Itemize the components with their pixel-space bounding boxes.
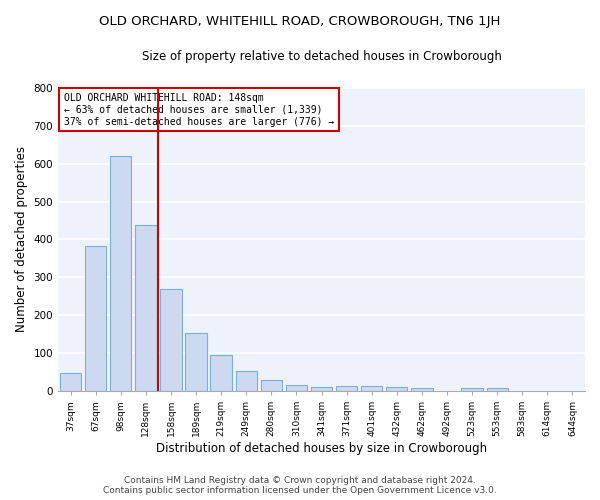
Bar [185, 333, 207, 391]
Text: OLD ORCHARD, WHITEHILL ROAD, CROWBOROUGH, TN6 1JH: OLD ORCHARD, WHITEHILL ROAD, CROWBOROUGH… [100, 15, 500, 28]
Bar [286, 386, 307, 391]
Bar [461, 388, 483, 391]
X-axis label: Distribution of detached houses by size in Crowborough: Distribution of detached houses by size … [156, 442, 487, 455]
Bar [135, 226, 157, 391]
Bar [311, 388, 332, 391]
Y-axis label: Number of detached properties: Number of detached properties [15, 146, 28, 332]
Bar [411, 388, 433, 391]
Bar [160, 290, 182, 391]
Bar [386, 388, 407, 391]
Title: Size of property relative to detached houses in Crowborough: Size of property relative to detached ho… [142, 50, 502, 63]
Text: OLD ORCHARD WHITEHILL ROAD: 148sqm
← 63% of detached houses are smaller (1,339)
: OLD ORCHARD WHITEHILL ROAD: 148sqm ← 63%… [64, 94, 334, 126]
Bar [211, 355, 232, 391]
Bar [236, 371, 257, 391]
Bar [85, 246, 106, 391]
Text: Contains HM Land Registry data © Crown copyright and database right 2024.
Contai: Contains HM Land Registry data © Crown c… [103, 476, 497, 495]
Bar [110, 156, 131, 391]
Bar [487, 388, 508, 391]
Bar [60, 373, 81, 391]
Bar [336, 386, 357, 391]
Bar [260, 380, 282, 391]
Bar [361, 386, 382, 391]
